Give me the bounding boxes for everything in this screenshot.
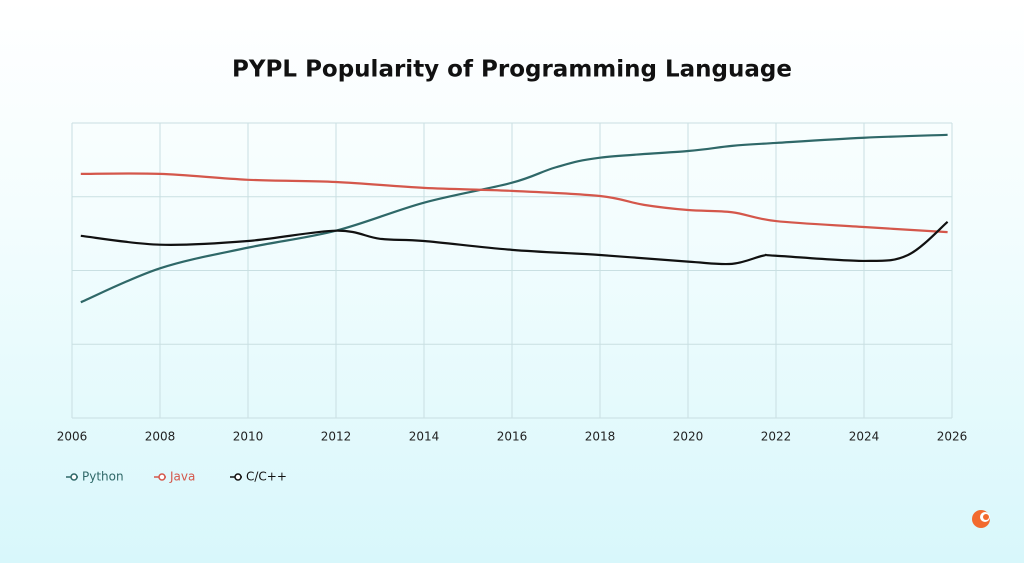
legend-label: Java <box>169 470 195 484</box>
legend-marker <box>70 473 78 481</box>
legend-item: Java <box>154 470 195 484</box>
chart-title: PYPL Popularity of Programming Language <box>232 57 792 83</box>
x-tick-label: 2016 <box>497 430 528 444</box>
x-tick-label: 2022 <box>761 430 792 444</box>
line <box>80 172 948 234</box>
x-tick-label: 2024 <box>849 430 880 444</box>
x-tick-label: 2008 <box>145 430 176 444</box>
x-tick-label: 2006 <box>57 430 88 444</box>
x-tick-label: 2018 <box>585 430 616 444</box>
line <box>80 220 949 266</box>
legend-label: Python <box>82 470 124 484</box>
logo <box>972 510 990 528</box>
legend-marker <box>234 473 242 481</box>
legend-item: C/C++ <box>230 470 287 484</box>
legend-label: C/C++ <box>246 470 287 484</box>
x-tick-label: 2012 <box>321 430 352 444</box>
x-tick-label: 2026 <box>937 430 968 444</box>
line <box>80 133 948 304</box>
legend-marker <box>158 473 166 481</box>
x-tick-label: 2014 <box>409 430 440 444</box>
legend-item: Python <box>66 470 124 484</box>
x-tick-label: 2010 <box>233 430 264 444</box>
x-tick-label: 2020 <box>673 430 704 444</box>
